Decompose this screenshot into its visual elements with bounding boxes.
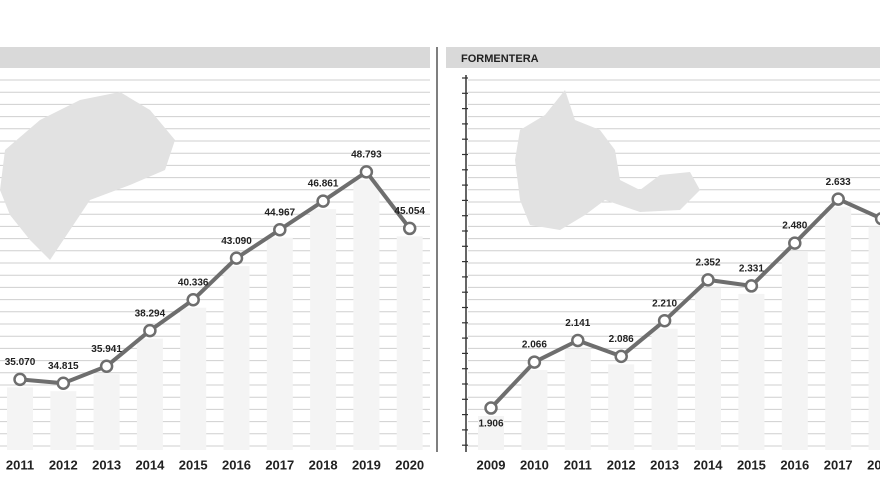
island-shape <box>515 90 700 230</box>
point <box>831 192 845 206</box>
panel-header <box>0 47 430 68</box>
x-tick-label: 2018 <box>309 457 338 472</box>
x-tick-label: 2013 <box>650 457 679 472</box>
island-shape <box>0 92 175 260</box>
x-tick-label: 2013 <box>92 457 121 472</box>
bar <box>223 266 250 450</box>
bar <box>781 251 808 450</box>
point <box>229 251 244 265</box>
point <box>614 349 628 364</box>
x-tick-label: 2010 <box>520 457 549 472</box>
data-label: 2.352 <box>695 258 720 269</box>
x-tick-label: 2016 <box>780 457 809 472</box>
x-tick-label: 2016 <box>222 457 251 472</box>
data-label: 45.054 <box>394 206 425 217</box>
point <box>143 323 157 338</box>
bar <box>136 338 163 450</box>
data-label: 35.070 <box>5 357 36 368</box>
line <box>489 197 880 410</box>
bar <box>651 328 678 450</box>
marks: 2011 2012 2013 2014 2015 2016 2017 2018 2019 2020… <box>5 150 880 472</box>
data-label: 43.090 <box>221 236 252 247</box>
data-label: 44.967 <box>265 207 296 218</box>
point <box>273 222 287 237</box>
point <box>402 221 417 236</box>
data-label: 2.066 <box>522 340 547 351</box>
x-tick-label: 2018 <box>867 457 880 472</box>
data-label: 34.815 <box>48 361 79 372</box>
point <box>744 279 759 293</box>
bar <box>310 209 337 450</box>
data-label: 46.861 <box>308 179 339 190</box>
point <box>56 376 71 390</box>
x-tick-label: 2012 <box>49 457 78 472</box>
data-label: 2.086 <box>609 334 634 345</box>
data-label: 2.210 <box>652 298 677 309</box>
point <box>571 333 585 348</box>
data-label: 40.336 <box>178 277 209 288</box>
data-label: 2.633 <box>826 177 851 188</box>
bar <box>868 226 880 450</box>
point <box>13 372 27 387</box>
x-tick-label: 2015 <box>179 457 208 472</box>
point <box>484 401 498 415</box>
bar <box>353 179 380 450</box>
bar <box>266 237 293 450</box>
bar <box>521 370 548 450</box>
data-label: 48.793 <box>351 150 382 161</box>
data-label: 2.141 <box>565 318 590 329</box>
x-tick-label: 2012 <box>607 457 636 472</box>
bar <box>564 348 591 450</box>
line <box>19 169 412 386</box>
bar <box>50 391 77 450</box>
panel-title: FORMENTERA <box>461 53 539 65</box>
data-label: 1.906 <box>478 419 503 430</box>
point <box>186 293 200 307</box>
bar <box>738 293 765 450</box>
data-label: 2.331 <box>739 264 764 275</box>
x-tick-label: 2015 <box>737 457 766 472</box>
data-label: 38.294 <box>135 308 166 319</box>
point <box>788 236 802 250</box>
bar <box>825 207 852 450</box>
bar <box>7 387 33 450</box>
bar <box>608 364 635 450</box>
data-label: 35.941 <box>91 344 122 355</box>
bar <box>93 374 120 450</box>
bar <box>396 236 423 450</box>
point <box>874 212 880 226</box>
point <box>316 194 330 208</box>
point <box>701 273 715 287</box>
x-tick-label: 2011 <box>6 457 34 472</box>
x-tick-label: 2011 <box>564 457 592 472</box>
point <box>657 313 672 328</box>
x-tick-label: 2017 <box>265 457 294 472</box>
bar <box>695 287 721 450</box>
bar <box>180 307 207 450</box>
x-tick-label: 2020 <box>395 457 424 472</box>
x-tick-label: 2009 <box>477 457 506 472</box>
point <box>527 355 542 369</box>
x-tick-label: 2019 <box>352 457 381 472</box>
point <box>359 165 374 179</box>
bar <box>478 416 504 450</box>
panel-header <box>446 47 880 68</box>
x-tick-label: 2014 <box>694 457 724 472</box>
data-label: 2.480 <box>782 221 807 232</box>
point <box>99 359 114 373</box>
x-tick-label: 2017 <box>824 457 853 472</box>
x-tick-label: 2014 <box>135 457 165 472</box>
